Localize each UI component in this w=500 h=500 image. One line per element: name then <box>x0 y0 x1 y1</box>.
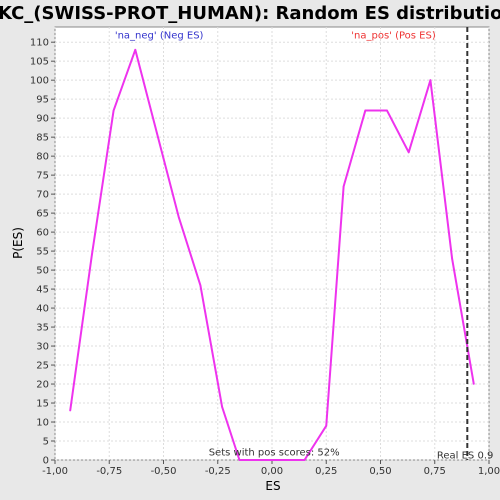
data-point <box>429 79 432 81</box>
y-tick-label: 40 <box>36 304 49 315</box>
y-tick-label: 35 <box>36 323 49 334</box>
data-point <box>364 109 367 112</box>
y-tick-label: 75 <box>36 171 49 182</box>
y-tick-label: 50 <box>36 266 49 277</box>
data-point <box>271 459 273 461</box>
y-tick-label: 45 <box>36 285 49 296</box>
y-tick-label: 5 <box>43 437 49 448</box>
data-point <box>177 216 180 218</box>
y-tick-label: 85 <box>36 133 49 144</box>
y-tick-label: 0 <box>43 456 49 467</box>
y-tick-label: 20 <box>36 380 49 391</box>
x-tick-label: -0,75 <box>96 466 122 477</box>
y-tick-label: 80 <box>36 152 49 163</box>
x-tick-label: 0,00 <box>261 466 283 477</box>
y-tick-label: 55 <box>36 247 49 258</box>
x-tick-label: -1,00 <box>42 466 68 477</box>
x-tick-label: 1,00 <box>478 466 500 477</box>
y-tick-label: 30 <box>36 342 49 353</box>
y-tick-label: 10 <box>36 418 49 429</box>
data-point <box>342 185 345 188</box>
data-point <box>238 459 241 461</box>
data-point <box>199 284 202 287</box>
series-layer <box>69 48 475 461</box>
data-point <box>303 459 306 461</box>
chart-annotation: 'na_neg' (Neg ES) <box>115 30 204 41</box>
y-tick-label: 25 <box>36 361 49 372</box>
x-axis-label: ES <box>265 479 280 493</box>
x-tick-label: -0,25 <box>205 466 231 477</box>
y-tick-label: 60 <box>36 228 49 239</box>
data-point <box>69 409 71 412</box>
x-axis-ticks: -1,00 -0,75 -0,50 -0,25 0,00 0,25 0,50 0,75 1,00 <box>42 460 500 477</box>
data-point <box>325 425 328 427</box>
data-point <box>221 406 223 408</box>
chart-annotation: 'na_pos' (Pos ES) <box>351 30 436 41</box>
y-tick-label: 100 <box>30 76 49 87</box>
data-point <box>407 151 410 154</box>
x-tick-label: 0,25 <box>315 466 337 477</box>
y-tick-label: 90 <box>36 114 49 125</box>
x-tick-label: 0,75 <box>424 466 446 477</box>
data-point <box>91 254 93 256</box>
data-point <box>112 109 115 112</box>
y-tick-label: 65 <box>36 209 49 220</box>
y-axis-ticks: 0 5 10 15 20 25 30 35 40 45 50 55 60 65 70 75 80 85 90 95 10… <box>30 38 55 467</box>
x-tick-label: -0,50 <box>151 466 177 477</box>
data-point <box>473 383 475 385</box>
data-point <box>134 48 137 51</box>
y-tick-label: 95 <box>36 95 49 106</box>
x-tick-label: 0,50 <box>369 466 391 477</box>
y-axis-label: P(ES) <box>11 227 25 259</box>
annotations: 'na_neg' (Neg ES) 'na_pos' (Pos ES) Sets w… <box>115 30 494 461</box>
y-tick-label: 15 <box>36 399 49 410</box>
chart-annotation: Sets with pos scores: 52% <box>209 447 340 458</box>
data-point <box>386 109 388 112</box>
chart-title: PKC_(SWISS-PROT_HUMAN): Random ES distri… <box>0 3 500 24</box>
y-tick-label: 105 <box>30 57 49 68</box>
data-point <box>451 257 453 260</box>
y-tick-label: 70 <box>36 190 49 201</box>
y-tick-label: 110 <box>30 38 49 49</box>
chart-annotation: Real ES 0.9 <box>437 450 493 461</box>
data-point <box>156 132 158 135</box>
